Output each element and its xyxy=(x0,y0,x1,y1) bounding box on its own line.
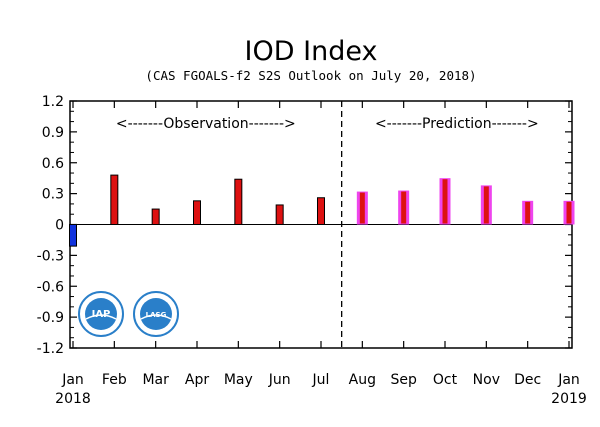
observation-bar xyxy=(69,224,77,247)
y-tick-label: -0.6 xyxy=(37,279,64,295)
x-year-label-end: 2019 xyxy=(551,391,587,407)
iap-logo-text: IAP xyxy=(92,309,111,320)
x-tick-label: Nov xyxy=(473,372,500,388)
x-tick-label: Feb xyxy=(102,372,127,388)
x-tick-label: Apr xyxy=(185,372,209,388)
y-tick-label: 0.6 xyxy=(42,156,64,172)
lasg-logo-text: LASG xyxy=(146,311,167,319)
prediction-bar xyxy=(401,191,407,224)
y-tick-label: 1.2 xyxy=(42,94,64,110)
y-tick-label: 0.9 xyxy=(42,125,64,141)
y-tick-label: 0.3 xyxy=(42,187,64,203)
x-tick-label: Jan xyxy=(557,372,580,388)
prediction-bar xyxy=(566,201,572,224)
chart-subtitle: (CAS FGOALS-f2 S2S Outlook on July 20, 2… xyxy=(145,68,476,83)
x-tick-label: Sep xyxy=(390,372,417,388)
observation-bar xyxy=(275,204,284,225)
y-tick-label: -0.9 xyxy=(37,310,64,326)
prediction-bar xyxy=(525,201,531,224)
lasg-logo-wave xyxy=(140,314,172,320)
x-year-label-start: 2018 xyxy=(55,391,91,407)
chart-title: IOD Index xyxy=(245,36,378,67)
observation-bar xyxy=(110,174,119,226)
iap-logo-inner xyxy=(85,298,117,330)
y-tick-label: 0 xyxy=(55,218,64,234)
prediction-label: <-------Prediction-------> xyxy=(375,116,539,132)
x-tick-label: Jul xyxy=(312,372,330,388)
plot-area: 1.2 0.9 0.6 0.3 0 -0.3 -0.6 -0.9 -1.2 Jan Feb Mar Ap… xyxy=(37,94,587,407)
prediction-bar xyxy=(359,192,365,224)
x-tick-label: Aug xyxy=(349,372,376,388)
observation-label: <-------Observation-------> xyxy=(116,116,296,132)
x-tick-label: Dec xyxy=(514,372,541,388)
lasg-logo-inner xyxy=(140,298,172,330)
observation-bar xyxy=(234,178,243,225)
x-tick-label: Jun xyxy=(268,372,291,388)
observation-bar xyxy=(317,197,325,226)
prediction-bar xyxy=(442,179,448,224)
iap-logo-wave xyxy=(85,314,117,320)
observation-bar xyxy=(193,200,201,225)
x-tick-label: Oct xyxy=(433,372,458,388)
observation-bar xyxy=(151,208,160,225)
x-tick-label: Jan xyxy=(61,372,84,388)
prediction-bar xyxy=(483,186,489,224)
y-tick-label: -1.2 xyxy=(37,341,64,357)
x-tick-label: May xyxy=(224,372,253,388)
y-tick-label: -0.3 xyxy=(37,248,64,264)
x-tick-label: Mar xyxy=(142,372,169,388)
